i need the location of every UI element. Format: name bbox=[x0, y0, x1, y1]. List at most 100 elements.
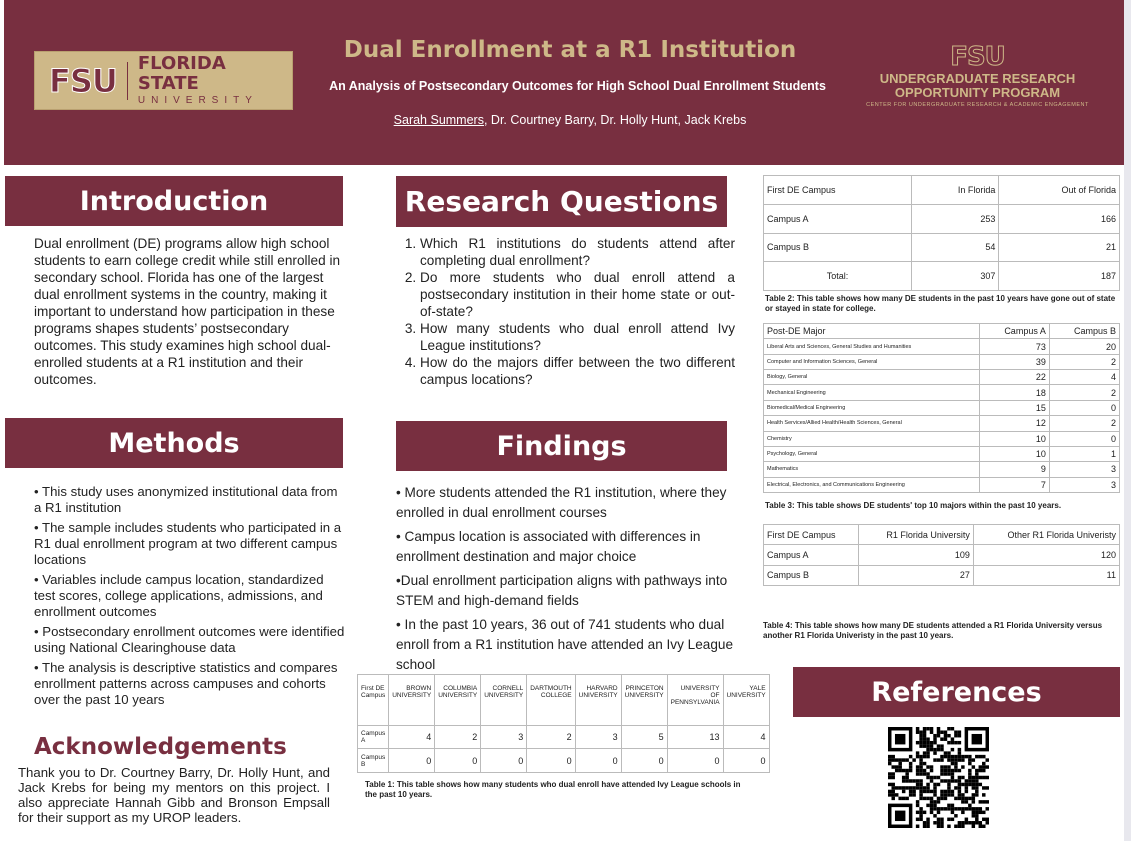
research-question: How do the majors differ between the two… bbox=[420, 354, 735, 388]
column-header: COLUMBIA UNIVERSITY bbox=[434, 674, 482, 726]
column-header: Post-DE Major bbox=[762, 322, 981, 340]
column-header: R1 Florida University bbox=[858, 523, 974, 546]
table-cell: 0 bbox=[434, 748, 482, 773]
urop-line1: UNDERGRADUATE RESEARCH bbox=[879, 71, 1076, 86]
research-question: How many students who dual enroll attend… bbox=[420, 320, 735, 354]
fsu-mark: FSU bbox=[49, 61, 119, 100]
table-cell: Psychology, General bbox=[762, 445, 981, 463]
table-cell: Campus B bbox=[762, 564, 860, 587]
column-header: Campus B bbox=[1048, 322, 1121, 340]
table-cell: 3 bbox=[574, 724, 622, 750]
research-question: Which R1 institutions do students attend… bbox=[420, 235, 735, 269]
table-cell: 73 bbox=[979, 338, 1050, 355]
findings-bullet: • More students attended the R1 institut… bbox=[396, 485, 727, 520]
table-cell: 0 bbox=[526, 748, 576, 773]
table-cell: 0 bbox=[666, 748, 724, 773]
column-header: HARVARD UNIVERSITY bbox=[574, 674, 622, 726]
table-cell: 11 bbox=[972, 564, 1121, 587]
table-cell: 4 bbox=[722, 724, 770, 750]
table-cell: 13 bbox=[666, 724, 724, 750]
findings-heading: Findings bbox=[396, 421, 727, 471]
poster-subtitle: An Analysis of Postsecondary Outcomes fo… bbox=[329, 79, 826, 93]
table-cell: Biomedical/Medical Engineering bbox=[762, 399, 981, 417]
table-cell: 12 bbox=[979, 415, 1050, 432]
table-row: Health Services/Allied Health/Health Sci… bbox=[762, 415, 1121, 432]
findings-bullet: • Campus location is associated with dif… bbox=[396, 529, 701, 564]
table2: First DE Campus In Florida Out of Florida C… bbox=[762, 175, 1120, 291]
table4-caption: Table 4: This table shows how many DE st… bbox=[763, 621, 1103, 640]
table-cell: Liberal Arts and Sciences, General Studi… bbox=[762, 338, 981, 355]
table-cell: 7 bbox=[979, 476, 1050, 494]
table-cell: 0 bbox=[620, 748, 668, 773]
table-cell: 253 bbox=[911, 203, 1000, 234]
table-row: Biomedical/Medical Engineering 15 0 bbox=[762, 399, 1121, 417]
table-cell: 0 bbox=[722, 748, 770, 773]
column-header: CORNELL UNIVERSITY bbox=[480, 674, 528, 726]
table-row: Electrical, Electronics, and Communicati… bbox=[762, 476, 1121, 494]
table-header-row: Post-DE Major Campus A Campus B bbox=[762, 322, 1121, 340]
table-cell: 2 bbox=[526, 724, 576, 750]
table-cell: Mechanical Engineering bbox=[762, 384, 981, 401]
column-header: First DE Campus bbox=[762, 175, 913, 205]
table-cell: 3 bbox=[1048, 461, 1121, 478]
table-cell: 2 bbox=[1048, 415, 1121, 432]
logo-sub: UNIVERSITY bbox=[137, 94, 258, 106]
column-header: In Florida bbox=[911, 175, 1000, 205]
page-edge bbox=[1124, 0, 1131, 841]
column-header: BROWN UNIVERSITY bbox=[388, 674, 436, 726]
table-cell: Biology, General bbox=[762, 369, 981, 386]
methods-list: • This study uses anonymized institution… bbox=[34, 484, 346, 712]
table-cell: Chemistry bbox=[762, 430, 981, 447]
table-cell: 4 bbox=[1048, 369, 1121, 386]
table-cell: 15 bbox=[979, 399, 1050, 417]
table-cell: 0 bbox=[1048, 399, 1121, 417]
column-header: Out of Florida bbox=[998, 175, 1120, 205]
table-cell: 2 bbox=[434, 724, 482, 750]
logo-name: FLORIDA STATE bbox=[137, 52, 226, 94]
table-cell: Campus B bbox=[762, 232, 913, 263]
table-cell: 307 bbox=[911, 261, 1000, 291]
table-cell: 22 bbox=[979, 369, 1050, 386]
research-questions-list: Which R1 institutions do students attend… bbox=[398, 235, 735, 388]
column-header: PRINCETON UNIVERSITY bbox=[620, 674, 668, 726]
table-cell: 27 bbox=[858, 564, 974, 587]
table-cell: 166 bbox=[998, 203, 1120, 234]
table-cell: 54 bbox=[911, 232, 1000, 263]
table4: First DE Campus R1 Florida University Othe… bbox=[762, 523, 1121, 587]
table-row: Mechanical Engineering 18 2 bbox=[762, 384, 1121, 401]
table-row: Biology, General 22 4 bbox=[762, 369, 1121, 386]
co-authors: , Dr. Courtney Barry, Dr. Holly Hunt, Ja… bbox=[483, 113, 747, 127]
table-cell: Campus A bbox=[356, 724, 390, 750]
methods-bullet: • Postsecondary enrollment outcomes were… bbox=[34, 624, 345, 655]
introduction-heading: Introduction bbox=[5, 176, 343, 226]
table-cell: Campus A bbox=[762, 203, 913, 234]
methods-bullet: • Variables include campus location, sta… bbox=[34, 572, 324, 619]
table-row: Campus A 253 166 bbox=[762, 203, 1120, 234]
column-header: First DE Campus bbox=[356, 674, 390, 726]
column-header: YALE UNIVERSITY bbox=[722, 674, 770, 726]
table-row: Chemistry 10 0 bbox=[762, 430, 1121, 447]
table-cell: 2 bbox=[1048, 384, 1121, 401]
table-cell: 0 bbox=[1048, 430, 1121, 447]
table-cell: Computer and Information Sciences, Gener… bbox=[762, 353, 981, 371]
table-cell: Total: bbox=[762, 261, 913, 291]
column-header: First DE Campus bbox=[762, 523, 860, 546]
table-cell: 0 bbox=[480, 748, 528, 773]
urop-fsu-mark: FSU bbox=[950, 42, 1007, 73]
urop-line3: CENTER FOR UNDERGRADUATE RESEARCH & ACAD… bbox=[866, 102, 1089, 108]
table-cell: 0 bbox=[574, 748, 622, 773]
column-header: Other R1 Florida Univeristy bbox=[972, 523, 1121, 546]
qr-code[interactable] bbox=[888, 727, 989, 828]
table-row: Campus B 27 11 bbox=[762, 564, 1121, 587]
findings-list: • More students attended the R1 institut… bbox=[396, 483, 736, 679]
column-header: DARTMOUTH COLLEGE bbox=[526, 674, 576, 726]
table-cell: 5 bbox=[620, 724, 668, 750]
table-row: Campus B 54 21 bbox=[762, 232, 1120, 263]
urop-line2: OPPORTUNITY PROGRAM bbox=[894, 85, 1061, 100]
table-cell: 187 bbox=[998, 261, 1120, 291]
table-cell: 0 bbox=[388, 748, 436, 773]
column-header: UNIVERSITY OF PENNSYLVANIA bbox=[666, 674, 724, 726]
table-row: Total: 307 187 bbox=[762, 261, 1120, 291]
table-cell: 39 bbox=[979, 353, 1050, 371]
table-cell: Campus B bbox=[356, 748, 390, 773]
